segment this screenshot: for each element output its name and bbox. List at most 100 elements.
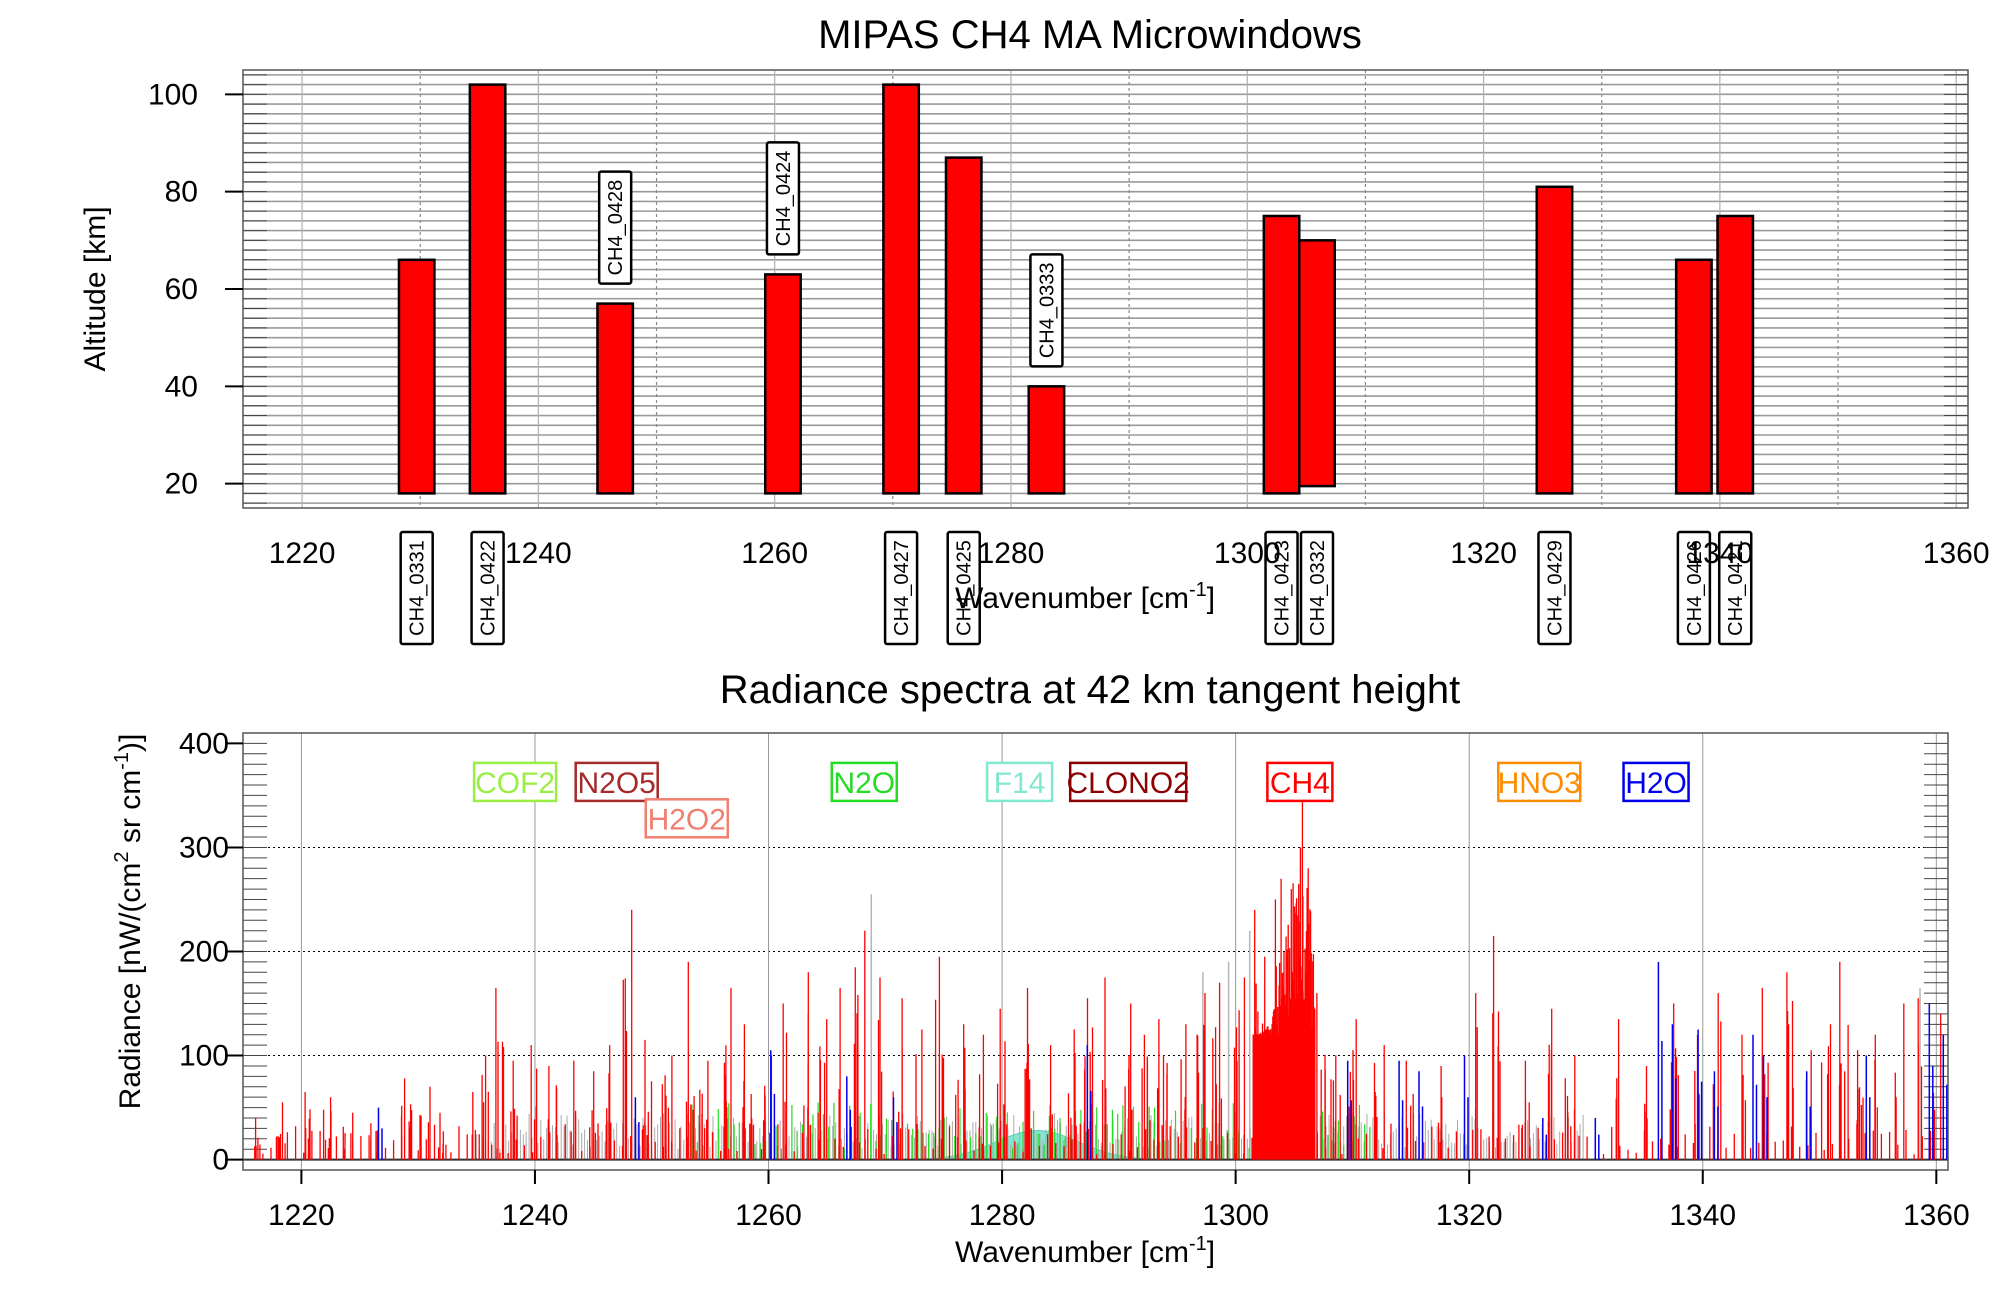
legend-h2o2: H2O2	[644, 798, 730, 839]
bottom-grid	[243, 733, 1948, 1170]
microwindow-label-ch4-0332: CH4_0332	[1299, 530, 1335, 646]
bottom-y-ticks: 0 100 200 300 400	[179, 727, 243, 1177]
bottom-x-tick-label: 1280	[969, 1199, 1036, 1232]
legend-box	[1622, 761, 1690, 803]
legend-box	[1266, 761, 1334, 803]
top-x-tick-label: 1340	[1687, 537, 1754, 570]
bottom-x-tick-label: 1220	[268, 1199, 335, 1232]
legend-cof2: COF2	[472, 761, 558, 803]
bottom-x-tick-label: 1340	[1669, 1199, 1736, 1232]
microwindow-label-text: CH4_0426	[1684, 540, 1706, 636]
microwindow-label-text: CH4_0428	[605, 180, 627, 276]
microwindow-label-box	[765, 141, 801, 256]
microwindow-label-ch4-0424: CH4_0424	[765, 141, 801, 256]
top-x-tick-label: 1300	[1214, 537, 1281, 570]
microwindow-label-box	[946, 530, 981, 646]
bottom-x-axis-label: Wavenumber [cm-1]	[955, 1233, 1215, 1269]
bottom-x-axis-label-main: Wavenumber [cm	[955, 1236, 1189, 1269]
microwindow-bar-ch4-0422	[468, 83, 507, 495]
bottom-y-axis-label-sup2: -1	[111, 752, 133, 770]
microwindow-label-text: CH4_0425	[954, 540, 976, 636]
top-chart-title: MIPAS CH4 MA Microwindows	[818, 13, 1362, 57]
bottom-chart-title: Radiance spectra at 42 km tangent height	[720, 668, 1460, 712]
microwindow-label-text: CH4_0424	[773, 151, 795, 247]
bottom-x-ticks: 1220 1240 1260 1280 1300 1320 1340 1360	[268, 1170, 1970, 1232]
h2o-spectrum	[377, 961, 1948, 1160]
bottom-y-tick-label: 200	[179, 936, 229, 969]
legend-label: H2O2	[648, 803, 726, 836]
top-x-axis-label-sup: -1	[1189, 579, 1207, 601]
microwindow-label-text: CH4_0421	[1725, 540, 1747, 636]
bottom-y-tick-label: 400	[179, 727, 229, 760]
bottom-x-tick-label: 1360	[1903, 1199, 1970, 1232]
microwindow-bar-ch4-0426	[1674, 258, 1713, 495]
legend-box	[830, 761, 899, 803]
legend-n2o5: N2O5	[574, 761, 659, 803]
legend-box	[472, 761, 558, 803]
legend-box	[574, 761, 659, 803]
legend-ch4: CH4	[1266, 761, 1334, 803]
microwindow-bar-ch4-0423	[1262, 214, 1301, 495]
microwindow-label-box	[399, 530, 434, 646]
legend-box	[1068, 761, 1188, 803]
bottom-x-axis-label-sup: -1	[1189, 1233, 1207, 1255]
legend-h2o: H2O	[1622, 761, 1690, 803]
microwindow-label-ch4-0331: CH4_0331	[399, 530, 434, 646]
microwindow-label-box	[1299, 530, 1335, 646]
microwindow-bar-ch4-0424	[763, 273, 802, 495]
microwindow-bar-ch4-0427	[882, 83, 921, 495]
microwindow-label-box	[597, 170, 633, 285]
top-y-tick-label: 40	[165, 370, 198, 403]
top-y-tick-label: 100	[148, 78, 198, 111]
bottom-x-tick-label: 1300	[1202, 1199, 1269, 1232]
top-y-axis-label: Altitude [km]	[79, 206, 112, 371]
bottom-y-tick-label: 0	[212, 1144, 229, 1177]
bottom-x-axis-label-end: ]	[1207, 1236, 1215, 1269]
microwindow-label-box	[470, 530, 505, 646]
microwindow-bar-ch4-0333	[1027, 385, 1066, 495]
top-x-tick-label: 1320	[1450, 537, 1517, 570]
legend-label: HNO3	[1498, 767, 1581, 800]
top-x-tick-label: 1220	[269, 537, 336, 570]
microwindow-label-box	[1029, 253, 1064, 368]
legend-label: F14	[994, 767, 1046, 800]
microwindow-label-text: CH4_0423	[1272, 540, 1294, 636]
legend-label: N2O5	[578, 767, 656, 800]
top-x-tick-label: 1360	[1923, 537, 1990, 570]
top-y-tick-label: 20	[165, 468, 198, 501]
microwindow-label-box	[1537, 530, 1572, 646]
microwindow-label-ch4-0423: CH4_0423	[1264, 530, 1299, 646]
legend-box	[1497, 761, 1582, 803]
legend-clono2: CLONO2	[1067, 761, 1190, 803]
legend-n2o: N2O	[830, 761, 899, 803]
microwindow-label-text: CH4_0332	[1307, 540, 1329, 636]
top-y-tick-label: 80	[165, 176, 198, 209]
microwindow-label-ch4-0428: CH4_0428	[597, 170, 633, 285]
total-tall-lines	[870, 894, 1921, 1160]
microwindow-label-text: CH4_0429	[1544, 540, 1566, 636]
top-x-tick-label: 1260	[741, 537, 808, 570]
top-x-axis-label-end: ]	[1207, 582, 1215, 615]
legend-label: H2O	[1625, 767, 1687, 800]
microwindow-label-ch4-0427: CH4_0427	[883, 530, 919, 646]
ch4-spectrum	[254, 795, 1942, 1160]
bottom-y-axis-label: Radiance [nW/(cm2 sr cm-1)]	[111, 734, 147, 1110]
legend-f14: F14	[985, 761, 1054, 803]
microwindow-label-box	[883, 530, 919, 646]
microwindow-label-ch4-0425: CH4_0425	[946, 530, 981, 646]
microwindow-label-text: CH4_0422	[478, 540, 500, 636]
bottom-y-axis-label-mid: sr cm	[114, 770, 147, 852]
bottom-x-tick-label: 1240	[502, 1199, 569, 1232]
microwindow-label-ch4-0426: CH4_0426	[1676, 530, 1712, 646]
bottom-y-tick-label: 300	[179, 831, 229, 864]
bottom-y-axis-label-sup1: 2	[111, 851, 133, 862]
microwindow-bar-ch4-0428	[596, 302, 635, 495]
legend-label: CLONO2	[1067, 767, 1190, 800]
bottom-y-tick-label: 100	[179, 1040, 229, 1073]
microwindow-label-text: CH4_0333	[1036, 263, 1058, 359]
microwindow-label-text: CH4_0331	[407, 540, 429, 636]
microwindow-label-text: CH4_0427	[891, 540, 913, 636]
